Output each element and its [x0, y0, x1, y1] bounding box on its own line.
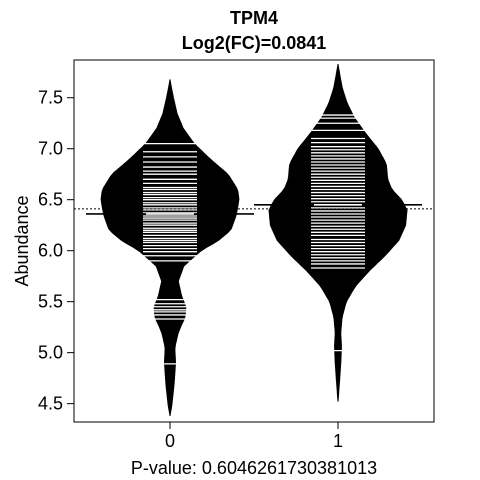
bean-groups: [74, 64, 434, 416]
density-shape: [100, 79, 240, 416]
plot-frame: [73, 59, 435, 423]
y-axis: 4.5 5.0 5.5 6.0 6.5 7.0 7.5: [38, 88, 75, 414]
y-tick-label: 6.5: [38, 190, 63, 210]
y-axis-label: Abundance: [12, 195, 32, 286]
y-tick-label: 5.0: [38, 343, 63, 363]
y-tick-label: 4.5: [38, 394, 63, 414]
y-tick-label: 5.5: [38, 292, 63, 312]
x-tick-label: 1: [333, 431, 343, 451]
chart-title: TPM4: [230, 8, 278, 28]
x-tick-label: 0: [165, 431, 175, 451]
y-tick-label: 6.0: [38, 241, 63, 261]
x-axis-label: P-value: 0.6046261730381013: [131, 458, 377, 478]
chart-subtitle: Log2(FC)=0.0841: [182, 33, 327, 53]
bean-group-1: [254, 64, 422, 402]
bean-group-0: [86, 79, 254, 416]
y-tick-label: 7.0: [38, 139, 63, 159]
y-tick-label: 7.5: [38, 88, 63, 108]
